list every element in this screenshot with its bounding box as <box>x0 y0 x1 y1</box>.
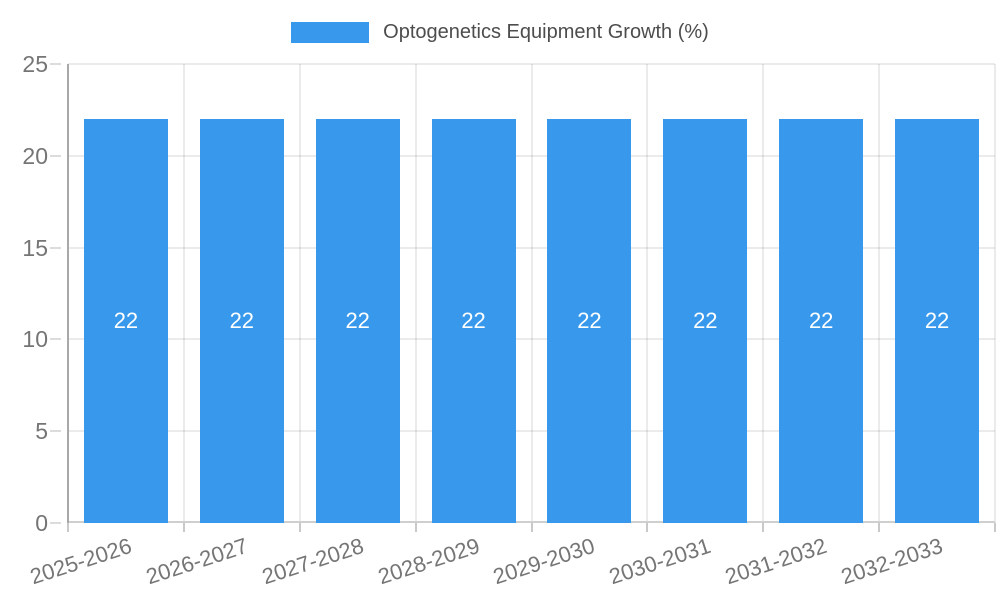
y-axis-tick <box>50 63 61 65</box>
bar-value-label: 22 <box>461 308 486 334</box>
plot-area: 22 22 22 22 22 22 22 22 <box>67 63 996 531</box>
bar-value-label: 22 <box>693 308 718 334</box>
bar-value-label: 22 <box>345 308 370 334</box>
bar-value-label: 22 <box>229 308 255 334</box>
gridline-v <box>646 64 649 523</box>
y-axis-line <box>67 64 69 531</box>
y-axis-tick-label: 20 <box>22 142 48 169</box>
bar-2032-2033[interactable] <box>895 119 980 523</box>
y-axis-tick-label: 10 <box>22 326 48 353</box>
gridline-h <box>68 63 995 65</box>
gridline-v <box>530 64 533 523</box>
bar-2029-2030[interactable] <box>547 119 632 523</box>
x-axis-tick-label: 2028-2029 <box>374 533 483 590</box>
gridline-v <box>414 64 417 523</box>
gridline-v <box>182 64 185 523</box>
y-axis-tick-label: 25 <box>22 51 48 77</box>
y-axis-tick-label: 5 <box>35 418 48 445</box>
x-axis-tick <box>182 523 185 532</box>
bar-2025-2026[interactable] <box>83 119 168 523</box>
bar-value-label: 22 <box>577 308 602 334</box>
bar-value-label: 22 <box>113 308 139 334</box>
y-axis-tick-label: 0 <box>35 510 48 536</box>
gridline-v <box>878 64 881 523</box>
bar-2031-2032[interactable] <box>779 119 864 523</box>
x-axis-tick <box>762 523 765 532</box>
legend-label: Optogenetics Equipment Growth (%) <box>383 21 709 43</box>
x-axis-line <box>68 521 995 523</box>
legend-swatch-icon <box>291 22 370 43</box>
x-axis-tick <box>414 523 417 532</box>
gridline-h <box>68 430 995 433</box>
gridline-h <box>68 338 995 341</box>
bar-value-label: 22 <box>808 308 834 334</box>
y-axis-tick <box>50 430 61 433</box>
x-axis-tick-label: 2025-2026 <box>26 533 135 590</box>
y-axis-tick <box>50 246 61 249</box>
x-axis-tick <box>646 523 649 532</box>
bar-2030-2031[interactable] <box>663 119 748 523</box>
y-axis-tick <box>50 338 61 341</box>
x-axis-tick <box>994 523 996 532</box>
x-axis-tick-label: 2027-2028 <box>258 533 367 590</box>
gridline-h <box>68 154 995 157</box>
gridline-v <box>994 64 996 523</box>
legend[interactable]: Optogenetics Equipment Growth (%) <box>0 21 1000 44</box>
y-axis-tick-label: 15 <box>22 234 48 261</box>
bar-2026-2027[interactable] <box>199 119 284 523</box>
x-axis-tick <box>530 523 533 532</box>
x-axis-tick <box>67 523 69 532</box>
bar-value-label: 22 <box>924 308 950 334</box>
x-axis-tick-label: 2030-2031 <box>606 533 715 590</box>
gridline-v <box>762 64 765 523</box>
x-axis-tick <box>878 523 881 532</box>
x-axis-tick-label: 2026-2027 <box>142 533 251 590</box>
bar-2027-2028[interactable] <box>315 119 400 523</box>
gridline-h <box>68 246 995 249</box>
y-axis-tick <box>50 154 61 157</box>
x-axis-tick <box>298 523 301 532</box>
bar-2028-2029[interactable] <box>431 119 516 523</box>
gridline-v <box>298 64 301 523</box>
x-axis-tick-label: 2032-2033 <box>837 533 946 590</box>
y-axis-tick <box>50 522 61 524</box>
x-axis-tick-label: 2031-2032 <box>722 533 830 590</box>
x-axis-tick-label: 2029-2030 <box>490 533 599 590</box>
